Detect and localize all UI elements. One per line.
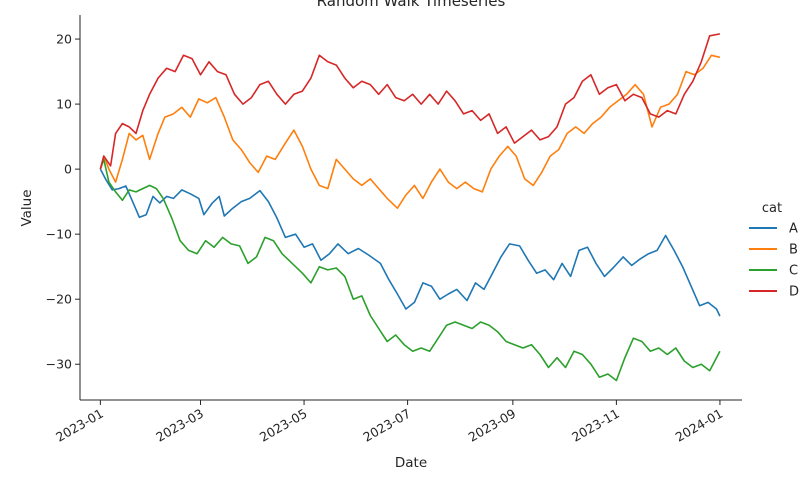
legend-label-a: A bbox=[789, 222, 798, 237]
series-line-c bbox=[99, 158, 721, 382]
y-axis-label: Value bbox=[19, 189, 35, 226]
series-line-b bbox=[99, 54, 721, 209]
y-tick-label: −30 bbox=[46, 357, 72, 372]
x-tick-label: 2024-01 bbox=[673, 406, 726, 445]
y-tick-label: −20 bbox=[46, 292, 72, 307]
x-tick-label: 2023-09 bbox=[466, 406, 519, 445]
x-axis-label: Date bbox=[395, 455, 427, 471]
y-axis-ticks: −30 −20 −10 0 10 20 bbox=[46, 32, 80, 372]
y-tick-label: −10 bbox=[46, 227, 72, 242]
y-tick-label: 10 bbox=[56, 97, 72, 112]
x-tick-label: 2023-03 bbox=[153, 406, 206, 445]
x-tick-label: 2023-11 bbox=[569, 406, 622, 445]
x-tick-label: 2023-01 bbox=[53, 406, 106, 445]
y-tick-label: 20 bbox=[56, 32, 72, 47]
chart-title: Random Walk Timeseries bbox=[317, 0, 506, 10]
legend-title: cat bbox=[762, 201, 782, 216]
series-line-a bbox=[99, 168, 721, 317]
legend-label-b: B bbox=[789, 243, 798, 258]
legend-label-d: D bbox=[789, 285, 799, 300]
x-tick-label: 2023-07 bbox=[360, 406, 413, 445]
series-line-d bbox=[99, 33, 721, 170]
y-tick-label: 0 bbox=[64, 162, 72, 177]
x-tick-label: 2023-05 bbox=[257, 406, 310, 445]
legend-label-c: C bbox=[789, 264, 798, 279]
series-lines bbox=[99, 33, 721, 382]
x-axis-ticks: 2023-01 2023-03 2023-05 2023-07 2023-09 2023-… bbox=[53, 400, 725, 445]
